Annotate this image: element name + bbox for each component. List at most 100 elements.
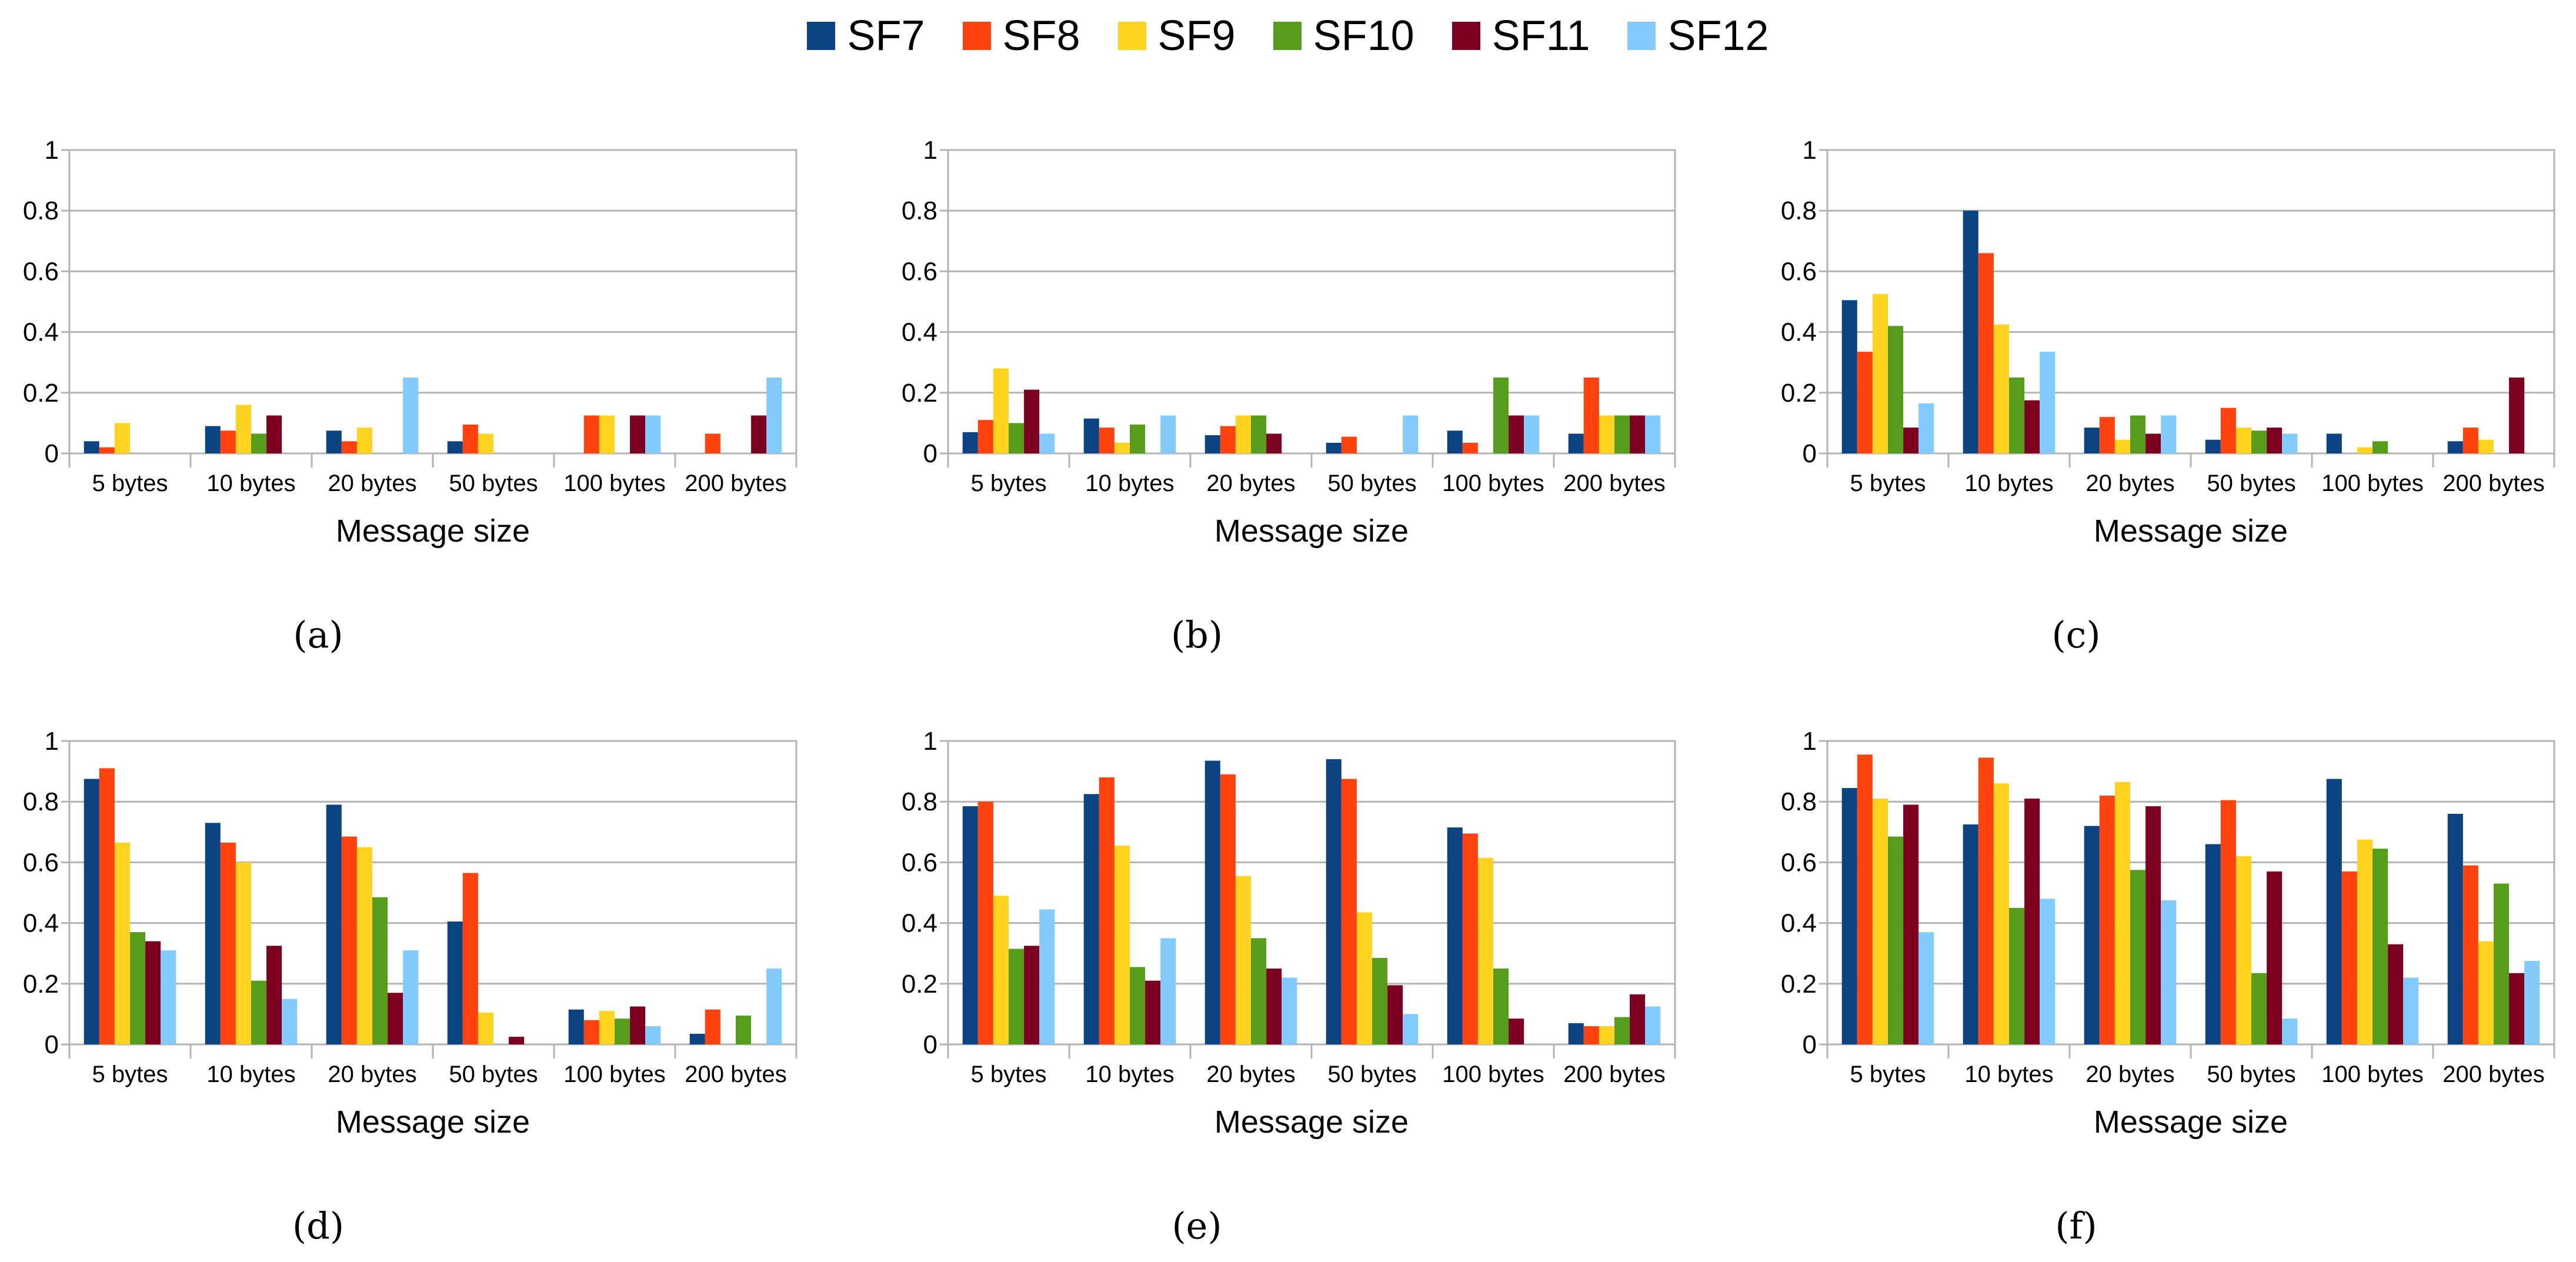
x-tick-label: 100 bytes [2321, 1061, 2423, 1087]
bar-sf11 [751, 415, 767, 453]
bar-sf9 [1114, 442, 1130, 453]
bar-sf9 [2235, 856, 2251, 1044]
bar-sf10 [1888, 836, 1904, 1044]
legend-label: SF8 [1002, 12, 1080, 59]
bar-sf8 [1583, 378, 1599, 453]
bar-sf10 [1614, 415, 1630, 453]
y-tick-label: 0 [923, 439, 937, 468]
bar-sf11 [2267, 428, 2283, 453]
bar-sf7 [84, 441, 99, 453]
bar-sf11 [1630, 994, 1646, 1044]
y-tick-label: 0.6 [902, 848, 937, 877]
y-tick-label: 1 [1803, 136, 1817, 165]
plot-frame [1826, 149, 2555, 455]
legend-swatch [807, 22, 836, 50]
plot-frame [68, 149, 798, 455]
plot-frame [68, 740, 798, 1046]
y-tick-label: 0.6 [902, 257, 937, 286]
bar-sf11 [1145, 980, 1161, 1044]
bar-sf9 [993, 368, 1009, 453]
bar-sf7 [962, 806, 978, 1044]
bar-sf10 [2009, 378, 2025, 453]
y-tick-label: 0.8 [902, 196, 937, 225]
bar-sf7 [1568, 1023, 1584, 1044]
bar-sf11 [1903, 804, 1919, 1044]
x-tick-label: 50 bytes [449, 1061, 538, 1087]
bar-sf10 [2130, 415, 2146, 453]
y-tick-label: 1 [1803, 727, 1817, 756]
plot-frame [947, 740, 1676, 1046]
x-tick-label: 100 bytes [1442, 470, 1544, 496]
y-tick-label: 0.4 [1781, 318, 1817, 347]
bar-sf12 [766, 969, 782, 1044]
bar-sf7 [2084, 428, 2100, 453]
bar-sf7 [205, 426, 221, 453]
x-tick-label: 50 bytes [1327, 1061, 1416, 1087]
y-tick-label: 0.2 [902, 379, 937, 408]
x-tick-label: 200 bytes [685, 1061, 786, 1087]
bar-sf12 [1918, 403, 1934, 453]
chart-panel-e: 0 0.2 0.4 0.6 0.8 1 5 bytes 10 bytes 20 bytes 50 … [902, 727, 1676, 1247]
bar-sf7 [447, 441, 463, 453]
bar-sf8 [2462, 428, 2478, 453]
bar-sf10 [615, 1019, 630, 1044]
bar-sf8 [99, 768, 115, 1044]
x-tick-label: 5 bytes [971, 470, 1047, 496]
bar-sf8 [583, 1020, 599, 1044]
y-tick-label: 0.6 [23, 848, 59, 877]
bar-sf9 [2114, 439, 2130, 453]
bar-sf12 [1524, 415, 1540, 453]
y-tick-label: 0.8 [1781, 196, 1817, 225]
bar-sf7 [205, 823, 221, 1044]
y-tick-label: 0.4 [1781, 909, 1817, 938]
x-tick-label: 20 bytes [1206, 470, 1295, 496]
x-tick-label: 10 bytes [1085, 1061, 1174, 1087]
bar-sf7 [2205, 844, 2221, 1044]
bar-sf8 [341, 441, 357, 453]
bar-sf9 [1872, 294, 1888, 453]
legend-item-sf8: SF8 [962, 12, 1080, 60]
bar-sf8 [462, 424, 478, 453]
bar-sf7 [2447, 441, 2463, 453]
bar-sf10 [372, 897, 388, 1044]
bar-sf8 [220, 430, 236, 453]
bar-sf7 [1204, 435, 1220, 453]
bar-sf9 [235, 862, 251, 1044]
x-tick-label: 50 bytes [2207, 1061, 2295, 1087]
bar-sf8 [1341, 436, 1357, 453]
bar-sf9 [2357, 447, 2373, 453]
bar-sf7 [689, 1033, 705, 1044]
bar-sf12 [2161, 900, 2177, 1044]
chart-panel-f: 0 0.2 0.4 0.6 0.8 1 5 bytes 10 bytes 20 bytes 50 … [1781, 727, 2555, 1247]
y-tick-label: 0.4 [902, 909, 937, 938]
x-tick-label: 10 bytes [206, 1061, 295, 1087]
x-tick-label: 200 bytes [1563, 470, 1665, 496]
x-axis-title: Message size [1214, 513, 1409, 549]
bar-sf12 [2040, 899, 2056, 1044]
panel-label: (a) [293, 613, 343, 656]
bar-sf12 [403, 950, 419, 1044]
x-tick-label: 20 bytes [328, 1061, 416, 1087]
chart-panel-c: 0 0.2 0.4 0.6 0.8 1 5 bytes 10 bytes 20 bytes 50 … [1781, 136, 2555, 656]
bar-sf11 [2024, 400, 2040, 453]
bar-sf12 [1403, 1014, 1419, 1044]
panel-label: (c) [2051, 613, 2100, 656]
bar-sf12 [1039, 909, 1055, 1044]
bar-sf7 [2447, 813, 2463, 1044]
bar-sf10 [1130, 424, 1146, 453]
bar-sf12 [1160, 938, 1176, 1044]
bar-sf8 [1099, 777, 1115, 1044]
chart-panel-d: 0 0.2 0.4 0.6 0.8 1 5 bytes 10 bytes 20 bytes 50 … [23, 727, 798, 1247]
bar-sf7 [2084, 826, 2100, 1044]
y-tick-label: 0 [45, 439, 59, 468]
bar-sf7 [1841, 300, 1857, 453]
bar-sf11 [1509, 415, 1524, 453]
bar-sf10 [1614, 1017, 1630, 1044]
bar-sf7 [1568, 433, 1584, 453]
y-tick-label: 0.2 [1781, 970, 1817, 999]
x-tick-label: 100 bytes [1442, 1061, 1544, 1087]
bar-sf8 [1341, 779, 1357, 1044]
y-tick-label: 0 [1803, 1030, 1817, 1059]
plot-frame [1826, 740, 2555, 1046]
bar-sf8 [1857, 352, 1873, 453]
